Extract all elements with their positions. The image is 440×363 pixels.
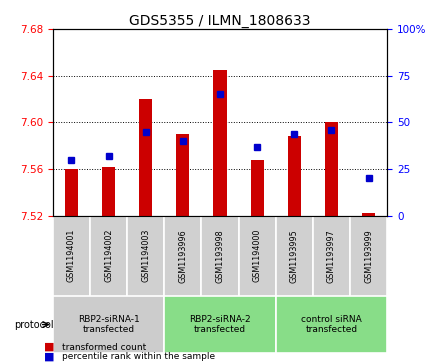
Bar [325, 122, 338, 216]
Text: GSM1194001: GSM1194001 [67, 229, 76, 282]
Bar [53, 296, 164, 353]
Bar [139, 99, 152, 216]
Text: protocol: protocol [14, 319, 54, 330]
Text: RBP2-siRNA-2
transfected: RBP2-siRNA-2 transfected [189, 315, 251, 334]
Text: control siRNA
transfected: control siRNA transfected [301, 315, 362, 334]
Text: ■: ■ [44, 342, 55, 352]
Bar [276, 296, 387, 353]
Bar [65, 169, 78, 216]
Bar [288, 136, 301, 216]
Text: GSM1193995: GSM1193995 [290, 229, 299, 283]
Bar [176, 134, 189, 216]
Title: GDS5355 / ILMN_1808633: GDS5355 / ILMN_1808633 [129, 14, 311, 28]
Bar [53, 216, 90, 296]
Bar [313, 216, 350, 296]
Text: GSM1194000: GSM1194000 [253, 229, 262, 282]
Text: transformed count: transformed count [62, 343, 146, 352]
Text: GSM1193999: GSM1193999 [364, 229, 373, 283]
Bar [238, 216, 276, 296]
Text: GSM1194003: GSM1194003 [141, 229, 150, 282]
Bar [202, 216, 238, 296]
Bar [127, 216, 164, 296]
Text: GSM1193997: GSM1193997 [327, 229, 336, 283]
Bar [350, 216, 387, 296]
Bar [102, 167, 115, 216]
Bar [164, 216, 202, 296]
Text: ■: ■ [44, 351, 55, 361]
Text: percentile rank within the sample: percentile rank within the sample [62, 352, 215, 361]
Text: GSM1193998: GSM1193998 [216, 229, 224, 282]
Bar [276, 216, 313, 296]
Bar [362, 213, 375, 216]
Bar [164, 296, 276, 353]
Bar [251, 160, 264, 216]
Bar [90, 216, 127, 296]
Bar [213, 70, 227, 216]
Text: RBP2-siRNA-1
transfected: RBP2-siRNA-1 transfected [77, 315, 139, 334]
Text: GSM1194002: GSM1194002 [104, 229, 113, 282]
Text: GSM1193996: GSM1193996 [178, 229, 187, 282]
